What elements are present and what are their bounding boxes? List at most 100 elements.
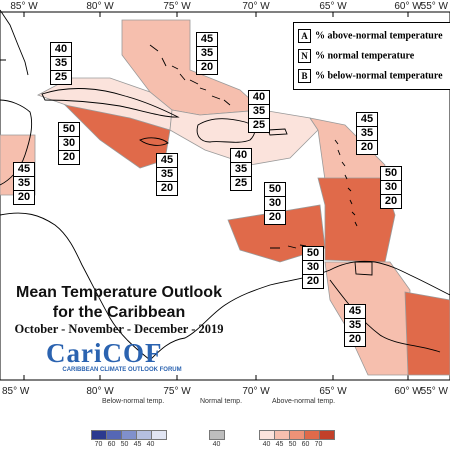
prob-below: 20 xyxy=(384,195,398,207)
title-line-1: Mean Temperature Outlook xyxy=(16,284,222,301)
lon-label: 60° W xyxy=(394,386,422,397)
lon-label: 80° W xyxy=(86,1,114,12)
scale-label: 70 xyxy=(314,441,323,448)
scale-swatch xyxy=(209,430,225,440)
legend-label: % below-normal temperature xyxy=(315,70,443,82)
scale-title-normal: Normal temp. xyxy=(200,398,243,405)
scale-normal xyxy=(209,430,225,440)
scale-label: 40 xyxy=(146,441,155,448)
prob-above: 50 xyxy=(381,167,401,181)
scale-label: 45 xyxy=(275,441,284,448)
scale-swatch xyxy=(136,430,152,440)
prob-below: 20 xyxy=(360,141,374,153)
scale-swatch xyxy=(121,430,137,440)
scale-title-above: Above-normal temp. xyxy=(272,398,336,405)
scale-title-below: Below-normal temp. xyxy=(102,398,165,405)
lon-label: 60° W xyxy=(394,1,422,12)
legend-row-normal: N % normal temperature xyxy=(298,49,414,63)
legend-label: % normal temperature xyxy=(315,50,415,62)
prob-above: 45 xyxy=(357,113,377,127)
prob-normal: 35 xyxy=(14,177,34,191)
prob-below: 20 xyxy=(160,182,174,194)
prob-normal: 35 xyxy=(197,47,217,61)
title-line-2: for the Caribbean xyxy=(52,304,186,321)
prob-box-cuba-east: 40 35 25 xyxy=(248,90,270,133)
legend-box: A % above-normal temperature N % normal te… xyxy=(293,22,450,90)
prob-normal: 35 xyxy=(157,168,177,182)
scale-label: 50 xyxy=(288,441,297,448)
scale-above xyxy=(259,430,335,440)
scale-labels-above: 40 45 50 60 70 xyxy=(260,441,325,448)
panama-colombia-coast xyxy=(149,260,450,361)
prob-box-leewards: 45 35 20 xyxy=(356,112,378,155)
lon-label: 55° W xyxy=(421,1,449,12)
prob-below: 20 xyxy=(200,61,214,73)
jamaica-coast xyxy=(139,137,169,146)
prob-box-puerto-rico: 50 30 20 xyxy=(264,182,286,225)
legend-key: N xyxy=(298,49,311,63)
lon-label: 55° W xyxy=(421,386,449,397)
logo-wordmark: CariCOF xyxy=(46,338,163,368)
scale-swatch xyxy=(304,430,320,440)
prob-below: 25 xyxy=(252,119,266,131)
lon-label: 65° W xyxy=(319,1,347,12)
scale-label: 70 xyxy=(94,441,103,448)
lesser-antilles xyxy=(334,139,358,227)
florida-coast xyxy=(0,9,29,76)
prob-normal: 35 xyxy=(357,127,377,141)
prob-box-jamaica: 45 35 20 xyxy=(156,153,178,196)
prob-box-bahamas: 45 35 20 xyxy=(196,32,218,75)
prob-below: 25 xyxy=(234,177,248,189)
scale-swatch xyxy=(91,430,107,440)
prob-below: 20 xyxy=(268,211,282,223)
prob-above: 45 xyxy=(345,305,365,319)
abc-islands xyxy=(270,244,307,249)
prob-above: 50 xyxy=(265,183,285,197)
lon-label: 70° W xyxy=(242,1,270,12)
scale-label: 60 xyxy=(301,441,310,448)
lon-label: 75° W xyxy=(163,1,191,12)
prob-above: 40 xyxy=(51,43,71,57)
zone-hispaniola xyxy=(169,109,319,166)
prob-below: 20 xyxy=(306,275,320,287)
lon-label: 85° W xyxy=(10,1,38,12)
legend-key: B xyxy=(298,69,311,83)
prob-below: 20 xyxy=(348,333,362,345)
prob-box-windwards: 50 30 20 xyxy=(380,166,402,209)
prob-box-belize: 45 35 20 xyxy=(13,162,35,205)
prob-above: 50 xyxy=(59,123,79,137)
scale-label: 50 xyxy=(120,441,129,448)
prob-normal: 30 xyxy=(303,261,323,275)
lon-label: 70° W xyxy=(242,386,270,397)
bahamas-islands xyxy=(149,44,231,106)
zone-venezuela xyxy=(324,261,411,376)
prob-box-cuba-west: 40 35 25 xyxy=(50,42,72,85)
scale-label: 60 xyxy=(107,441,116,448)
scale-label: 40 xyxy=(212,441,221,448)
legend-row-above: A % above-normal temperature xyxy=(298,29,443,43)
prob-box-cayman: 50 30 20 xyxy=(58,122,80,165)
prob-normal: 35 xyxy=(345,319,365,333)
prob-above: 40 xyxy=(231,149,251,163)
scale-swatch xyxy=(106,430,122,440)
prob-above: 45 xyxy=(157,154,177,168)
trinidad xyxy=(354,261,373,276)
zone-guianas xyxy=(404,291,450,376)
lon-label: 75° W xyxy=(163,386,191,397)
scale-below xyxy=(91,430,167,440)
prob-below: 20 xyxy=(62,151,76,163)
scale-labels-below: 70 60 50 45 40 xyxy=(92,441,157,448)
coastlines xyxy=(0,9,450,361)
prob-above: 40 xyxy=(249,91,269,105)
prob-above: 45 xyxy=(197,33,217,47)
scale-swatch xyxy=(151,430,167,440)
logo-tagline: CARIBBEAN CLIMATE OUTLOOK FORUM xyxy=(62,367,182,373)
prob-normal: 35 xyxy=(231,163,251,177)
scale-label: 45 xyxy=(133,441,142,448)
legend-row-below: B % below-normal temperature xyxy=(298,69,443,83)
scale-swatch xyxy=(259,430,275,440)
scale-labels-normal: 40 xyxy=(210,441,223,448)
scale-swatch xyxy=(274,430,290,440)
caricof-logo: CariCOF CARIBBEAN CLIMATE OUTLOOK FORUM xyxy=(42,338,202,378)
prob-box-guianas: 45 35 20 xyxy=(344,304,366,347)
